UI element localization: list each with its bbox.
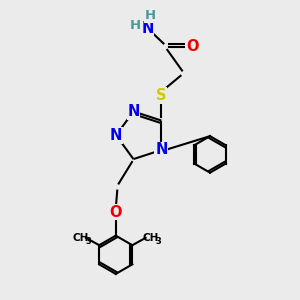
Text: S: S xyxy=(156,88,167,103)
Text: O: O xyxy=(186,40,199,55)
Text: H: H xyxy=(144,9,155,22)
Text: N: N xyxy=(141,21,154,36)
Text: H: H xyxy=(130,19,141,32)
Text: N: N xyxy=(110,128,122,143)
Text: N: N xyxy=(155,142,168,158)
Text: O: O xyxy=(110,205,122,220)
Text: CH: CH xyxy=(142,233,159,243)
Text: 3: 3 xyxy=(85,237,91,246)
Text: 3: 3 xyxy=(155,237,161,246)
Text: N: N xyxy=(127,104,140,119)
Text: CH: CH xyxy=(73,233,89,243)
